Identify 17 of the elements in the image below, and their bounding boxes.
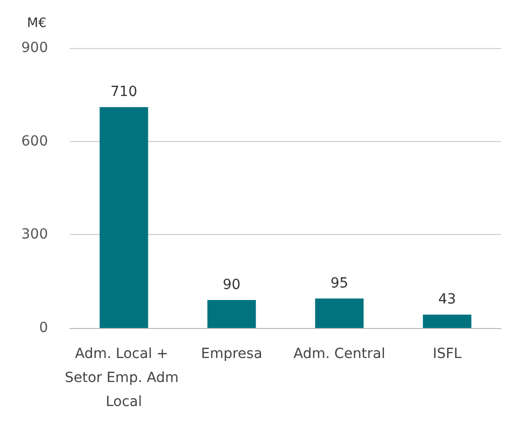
y-tick-label: 600 bbox=[21, 133, 48, 150]
x-tick-label: Empresa bbox=[200, 346, 262, 362]
data-label: 90 bbox=[222, 277, 241, 293]
y-tick-label: 300 bbox=[21, 226, 48, 243]
y-tick-label: 0 bbox=[39, 320, 48, 336]
data-label: 95 bbox=[330, 275, 348, 292]
x-tick-label: ISFL bbox=[432, 346, 462, 362]
data-label: 43 bbox=[438, 292, 456, 308]
y-tick-label: 900 bbox=[21, 40, 48, 56]
bar bbox=[100, 107, 148, 328]
x-tick-label: Adm. Local + Setor Emp. Adm Local bbox=[64, 346, 184, 410]
bar bbox=[422, 314, 472, 328]
bar bbox=[207, 300, 256, 328]
x-tick-label: Adm. Central bbox=[294, 346, 386, 362]
y-axis-title: M€ bbox=[27, 16, 46, 31]
bar bbox=[315, 298, 364, 328]
data-label: 710 bbox=[110, 84, 138, 100]
